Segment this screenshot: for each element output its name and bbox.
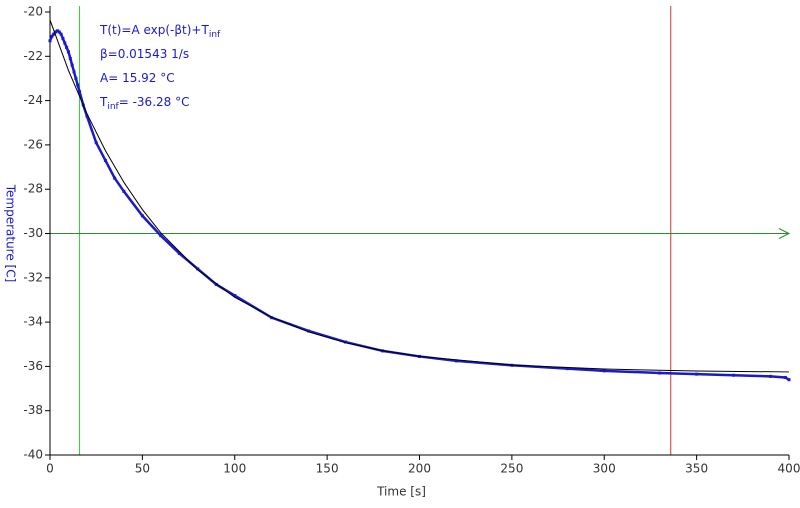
x-tick-label: 50	[135, 462, 150, 476]
data-point	[65, 45, 69, 49]
x-tick-label: 0	[46, 462, 54, 476]
y-tick-label: -36	[23, 359, 43, 373]
data-point	[196, 267, 200, 271]
data-point	[454, 359, 458, 363]
data-point	[787, 378, 791, 382]
data-point	[769, 374, 773, 378]
data-point	[50, 34, 54, 38]
cursor-arrow	[778, 228, 791, 239]
annotation-text: = -36.28 °C	[119, 95, 190, 109]
data-point	[52, 32, 56, 36]
data-point	[55, 29, 59, 33]
annotation-text: A= 15.92 °C	[100, 71, 175, 85]
data-point	[59, 32, 63, 36]
y-tick-label: -24	[23, 93, 43, 107]
data-point	[78, 90, 82, 94]
annotation-text: T	[99, 95, 108, 109]
annotation: A= 15.92 °C	[100, 71, 175, 85]
data-point	[732, 373, 736, 377]
data-point	[54, 30, 58, 34]
data-point	[63, 41, 67, 45]
y-tick-label: -28	[23, 182, 43, 196]
data-point	[61, 37, 65, 41]
x-tick-label: 150	[316, 462, 339, 476]
data-point	[94, 141, 98, 145]
data-point	[57, 30, 61, 34]
data-point	[122, 189, 126, 193]
data-point	[48, 39, 52, 43]
x-tick-label: 100	[223, 462, 246, 476]
y-tick-label: -30	[23, 226, 43, 240]
data-point	[159, 234, 163, 238]
y-tick-label: -38	[23, 403, 43, 417]
y-tick-label: -34	[23, 315, 43, 329]
data-point	[103, 158, 107, 162]
y-tick-label: -40	[23, 448, 43, 462]
data-point	[70, 63, 74, 67]
x-tick-label: 200	[408, 462, 431, 476]
annotation-text: T(t)=A exp(-βt)+T	[99, 23, 209, 37]
data-point	[74, 76, 78, 80]
fit-line	[49, 19, 790, 373]
x-tick-label: 300	[593, 462, 616, 476]
data-point	[140, 214, 144, 218]
data-point	[66, 50, 70, 54]
data-point	[72, 70, 76, 74]
data-point	[344, 340, 348, 344]
x-tick-label: 400	[778, 462, 800, 476]
data-point	[68, 57, 72, 61]
y-tick-label: -32	[23, 270, 43, 284]
data-point	[233, 294, 237, 298]
data-point	[307, 329, 311, 333]
data-point	[85, 114, 89, 118]
x-axis-label: Time [s]	[376, 485, 426, 499]
data-point	[565, 367, 569, 371]
x-tick-label: 350	[685, 462, 708, 476]
y-tick-label: -20	[23, 5, 43, 19]
annotation: β=0.01543 1/s	[100, 47, 189, 61]
data-point	[658, 371, 662, 375]
annotation-subscript: inf	[209, 30, 221, 40]
x-tick-label: 250	[500, 462, 523, 476]
data-point	[76, 83, 80, 87]
annotation: Tinf= -36.28 °C	[99, 95, 189, 112]
data-point	[602, 369, 606, 373]
annotation-text: β=0.01543 1/s	[100, 47, 189, 61]
y-tick-label: -26	[23, 137, 43, 151]
data-point	[695, 372, 699, 376]
y-axis-label: Temperature [C]	[4, 184, 18, 283]
data-point	[214, 282, 218, 286]
data-point	[113, 176, 117, 180]
annotation: T(t)=A exp(-βt)+Tinf	[99, 23, 221, 40]
annotation-subscript: inf	[107, 102, 119, 112]
data-point	[177, 251, 181, 255]
y-tick-label: -22	[23, 49, 43, 63]
data-point	[783, 375, 787, 379]
